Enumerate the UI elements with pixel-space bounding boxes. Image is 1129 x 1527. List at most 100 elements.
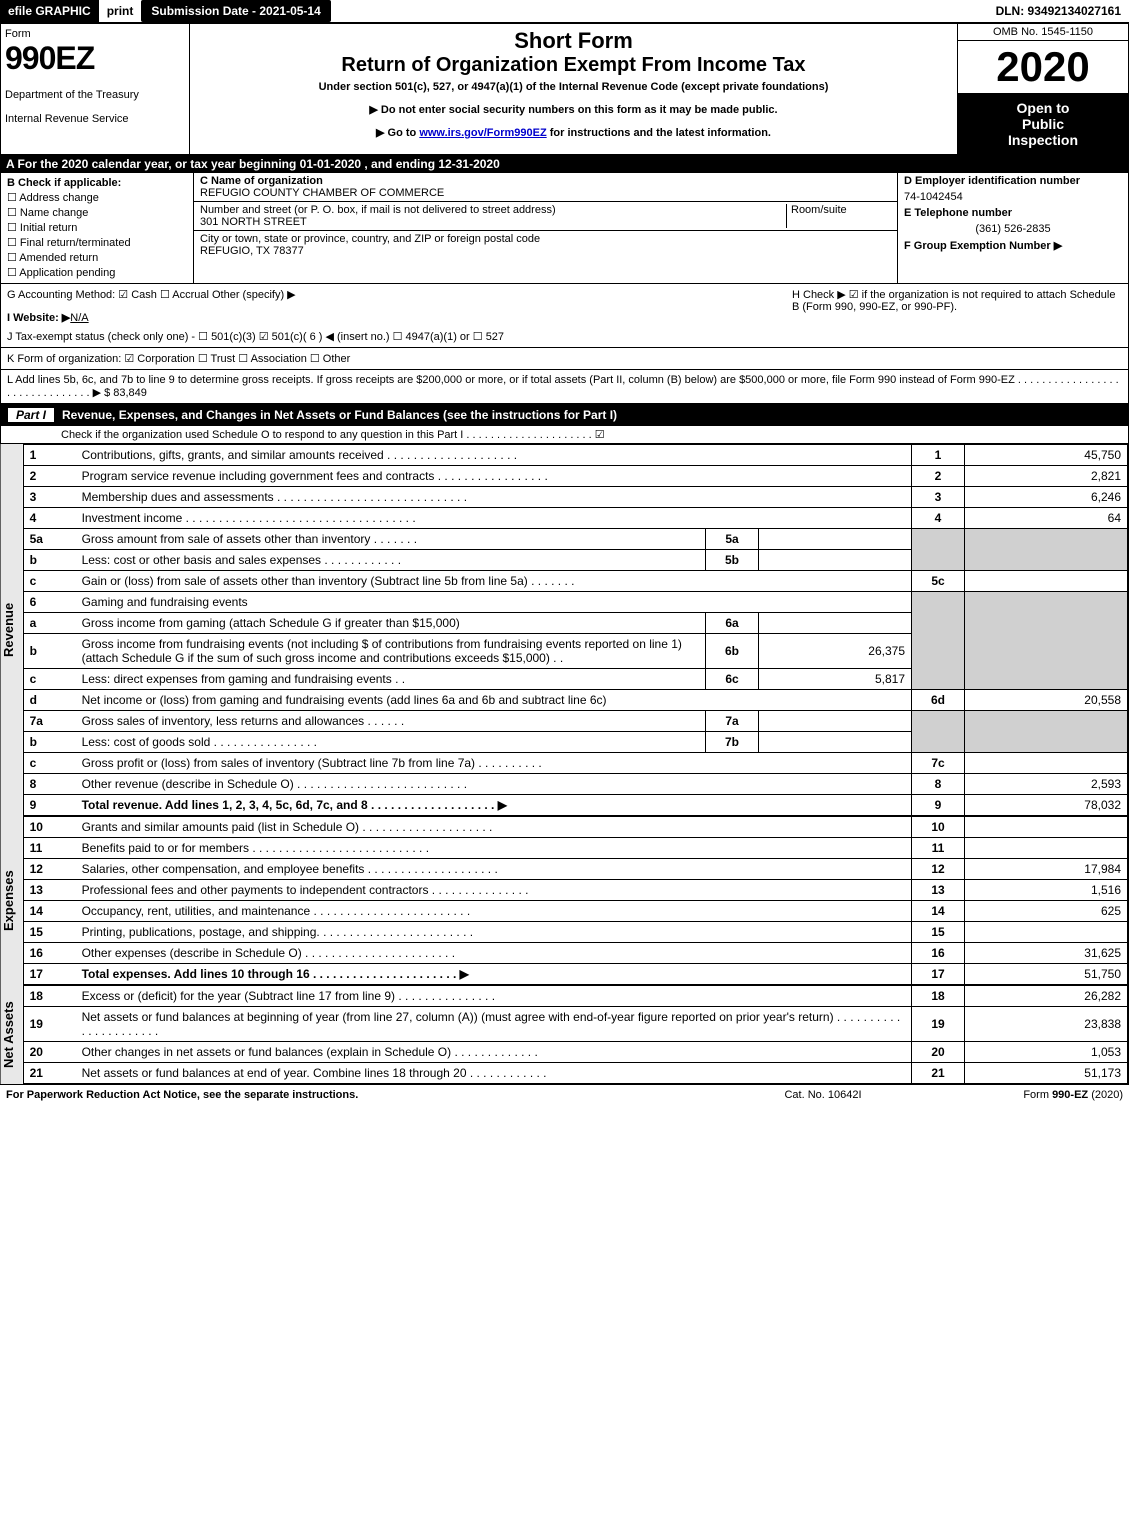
b-opt-4[interactable]: ☐ Amended return [7,251,187,264]
l2-d: Program service revenue including govern… [76,466,912,487]
f-label: F Group Exemption Number ▶ [904,240,1062,252]
print-link[interactable]: print [99,0,142,22]
l17-r: 17 [912,964,965,985]
revenue-section: Revenue 1Contributions, gifts, grants, a… [0,444,1129,816]
l5c-a [965,571,1128,592]
l6d-r: 6d [912,690,965,711]
l10-n: 10 [23,817,76,838]
l1-r: 1 [912,445,965,466]
l15-a [965,922,1128,943]
l3-r: 3 [912,487,965,508]
form-title: Return of Organization Exempt From Incom… [194,54,953,77]
omb-number: OMB No. 1545-1150 [958,24,1128,41]
l15-r: 15 [912,922,965,943]
l6a-sv [759,613,912,634]
l7a-s: 7a [706,711,759,732]
l17-d: Total expenses. Add lines 10 through 16 … [76,964,912,985]
b-opt-3[interactable]: ☐ Final return/terminated [7,236,187,249]
org-street: 301 NORTH STREET [200,216,307,228]
l21-n: 21 [23,1063,76,1084]
l1-n: 1 [23,445,76,466]
b-opt-0[interactable]: ☐ Address change [7,191,187,204]
l7a-d: Gross sales of inventory, less returns a… [76,711,706,732]
room-suite: Room/suite [786,204,891,228]
l19-d: Net assets or fund balances at beginning… [76,1007,912,1042]
l15-n: 15 [23,922,76,943]
l1-d: Contributions, gifts, grants, and simila… [76,445,912,466]
form-header: Form 990EZ Department of the Treasury In… [0,23,1129,155]
l21-r: 21 [912,1063,965,1084]
l18-r: 18 [912,986,965,1007]
l6c-d: Less: direct expenses from gaming and fu… [76,669,706,690]
footer-left: For Paperwork Reduction Act Notice, see … [6,1089,723,1101]
side-netassets: Net Assets [1,985,23,1084]
l8-r: 8 [912,774,965,795]
l14-n: 14 [23,901,76,922]
ein: 74-1042454 [898,189,1128,205]
l14-d: Occupancy, rent, utilities, and maintena… [76,901,912,922]
l12-d: Salaries, other compensation, and employ… [76,859,912,880]
org-city: REFUGIO, TX 78377 [200,245,304,257]
l21-a: 51,173 [965,1063,1128,1084]
l4-a: 64 [965,508,1128,529]
line-g: G Accounting Method: ☑ Cash ☐ Accrual Ot… [7,288,782,301]
l17-a: 51,750 [965,964,1128,985]
l7c-a [965,753,1128,774]
l7c-r: 7c [912,753,965,774]
b-title: B Check if applicable: [7,177,187,189]
d-label: D Employer identification number [904,175,1080,187]
l12-n: 12 [23,859,76,880]
l7c-d: Gross profit or (loss) from sales of inv… [76,753,912,774]
l5a-n: 5a [23,529,76,550]
l14-r: 14 [912,901,965,922]
netassets-section: Net Assets 18Excess or (deficit) for the… [0,985,1129,1084]
l9-a: 78,032 [965,795,1128,816]
l5c-d: Gain or (loss) from sale of assets other… [76,571,912,592]
header-right: OMB No. 1545-1150 2020 Open to Public In… [957,24,1128,154]
l6a-s: 6a [706,613,759,634]
l20-r: 20 [912,1042,965,1063]
part1-checkline: Check if the organization used Schedule … [0,426,1129,444]
l14-a: 625 [965,901,1128,922]
l8-d: Other revenue (describe in Schedule O) .… [76,774,912,795]
l12-a: 17,984 [965,859,1128,880]
l3-d: Membership dues and assessments . . . . … [76,487,912,508]
l7c-n: c [23,753,76,774]
b-opt-5[interactable]: ☐ Application pending [7,266,187,279]
l4-d: Investment income . . . . . . . . . . . … [76,508,912,529]
l7b-sv [759,732,912,753]
l6-n: 6 [23,592,76,613]
l5a-d: Gross amount from sale of assets other t… [76,529,706,550]
dln-number: DLN: 93492134027161 [988,0,1129,22]
efile-label: efile GRAPHIC [0,0,99,22]
l18-n: 18 [23,986,76,1007]
l7b-d: Less: cost of goods sold . . . . . . . .… [76,732,706,753]
part1-label: Part I [8,408,54,422]
line-l: L Add lines 5b, 6c, and 7b to line 9 to … [0,370,1129,404]
l19-n: 19 [23,1007,76,1042]
irs-link[interactable]: www.irs.gov/Form990EZ [419,127,546,139]
l5c-n: c [23,571,76,592]
l9-d: Total revenue. Add lines 1, 2, 3, 4, 5c,… [76,795,912,816]
website: N/A [70,312,88,324]
l3-a: 6,246 [965,487,1128,508]
l6b-sv: 26,375 [759,634,912,669]
b-opt-2[interactable]: ☐ Initial return [7,221,187,234]
l6b-s: 6b [706,634,759,669]
l12-r: 12 [912,859,965,880]
b-opt-1[interactable]: ☐ Name change [7,206,187,219]
line-h: H Check ▶ ☑ if the organization is not r… [782,288,1122,343]
l6c-sv: 5,817 [759,669,912,690]
l4-n: 4 [23,508,76,529]
ghij-row: G Accounting Method: ☑ Cash ☐ Accrual Ot… [0,284,1129,348]
l5b-s: 5b [706,550,759,571]
addr-label: Number and street (or P. O. box, if mail… [200,204,556,216]
l8-a: 2,593 [965,774,1128,795]
l20-a: 1,053 [965,1042,1128,1063]
l20-d: Other changes in net assets or fund bala… [76,1042,912,1063]
part1-header: Part I Revenue, Expenses, and Changes in… [0,404,1129,426]
l6c-n: c [23,669,76,690]
l5a-sv [759,529,912,550]
l21-d: Net assets or fund balances at end of ye… [76,1063,912,1084]
l7b-s: 7b [706,732,759,753]
